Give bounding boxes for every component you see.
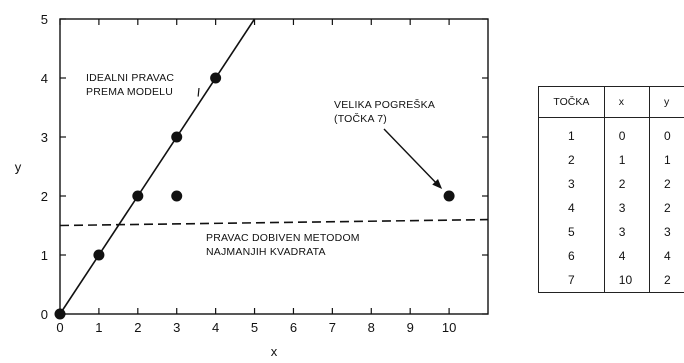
data-point [93, 249, 105, 261]
data-point [210, 72, 222, 84]
outlier-arrowhead [432, 179, 443, 189]
y-tick-label: 4 [41, 71, 48, 86]
data-points [54, 72, 455, 320]
table-header-row: TOČKA x y [538, 86, 684, 118]
x-tick-label: 10 [442, 320, 456, 335]
x-tick-label: 6 [290, 320, 297, 335]
x-axis-ticks: 0 1 2 3 4 5 6 7 8 9 10 [56, 19, 456, 335]
x-tick-label: 9 [407, 320, 414, 335]
x-tick-label: 7 [329, 320, 336, 335]
cell-point: 3 [538, 172, 605, 196]
points-table: TOČKA x y 1 0 0 2 1 1 3 2 2 4 3 2 5 3 3 [538, 86, 684, 293]
cell-point: 1 [538, 117, 605, 148]
annotation-ls-line-1: PRAVAC DOBIVEN METODOM [206, 232, 360, 244]
y-axis-title: y [15, 160, 22, 175]
annotation-outlier-1: VELIKA POGREŠKA [334, 98, 435, 111]
data-point [171, 131, 183, 143]
x-tick-label: 3 [173, 320, 180, 335]
col-header-y: y [649, 86, 684, 118]
data-point [171, 190, 183, 202]
cell-point: 7 [538, 268, 605, 293]
outlier-arrow [383, 128, 439, 186]
cell-y: 1 [664, 153, 671, 167]
ideal-line-leader [197, 87, 200, 97]
col-header-x: x [604, 86, 651, 118]
cell-y: 4 [664, 249, 671, 263]
y-tick-label: 3 [41, 130, 48, 145]
y-tick-label: 0 [41, 307, 48, 322]
chart-lines [59, 18, 489, 315]
cell-y: 2 [664, 177, 671, 191]
annotation-ideal-line-1: IDEALNI PRAVAC [86, 72, 174, 84]
least-squares-line [59, 218, 489, 227]
x-axis-title: x [271, 344, 278, 359]
plot-frame [59, 18, 489, 315]
cell-x: 0 [604, 117, 651, 148]
table-row: 6 4 4 [538, 244, 684, 268]
table-row: 1 0 0 [538, 117, 684, 148]
cell-x: 3 [604, 220, 651, 244]
x-tick-label: 2 [134, 320, 141, 335]
cell-x: 1 [604, 148, 651, 172]
cell-x: 3 [604, 196, 651, 220]
cell-point: 4 [538, 196, 605, 220]
annotation-ls-line-2: NAJMANJIH KVADRATA [206, 246, 326, 258]
x-tick-label: 0 [56, 320, 63, 335]
x-tick-label: 5 [251, 320, 258, 335]
table-row: 2 1 1 [538, 148, 684, 172]
data-point [443, 190, 455, 202]
chart-annotations: IDEALNI PRAVAC PREMA MODELU VELIKA POGRE… [86, 72, 443, 258]
table-row: 3 2 2 [538, 172, 684, 196]
cell-point: 6 [538, 244, 605, 268]
table-row: 5 3 3 [538, 220, 684, 244]
cell-y: 3 [664, 225, 671, 239]
annotation-outlier-2: (TOČKA 7) [334, 112, 387, 125]
x-tick-label: 4 [212, 320, 219, 335]
y-tick-label: 5 [41, 12, 48, 27]
plot-axes [59, 18, 489, 315]
y-tick-label: 1 [41, 248, 48, 263]
table-row: 7 10 2 [538, 268, 684, 293]
annotation-ideal-line-2: PREMA MODELU [86, 86, 173, 98]
scatter-chart: 0 1 2 3 4 5 6 7 8 9 10 0 1 2 3 4 5 x y IDEALNI PRAVAC P… [15, 12, 489, 359]
y-tick-label: 2 [41, 189, 48, 204]
ideal-line [59, 18, 256, 315]
cell-y: 2 [664, 201, 671, 215]
cell-y: 2 [664, 273, 671, 287]
col-header-point: TOČKA [538, 86, 605, 118]
x-tick-label: 8 [368, 320, 375, 335]
cell-point: 5 [538, 220, 605, 244]
cell-x: 2 [604, 172, 651, 196]
cell-x: 10 [604, 268, 651, 293]
cell-point: 2 [538, 148, 605, 172]
x-tick-label: 1 [95, 320, 102, 335]
cell-x: 4 [604, 244, 651, 268]
cell-y: 0 [664, 129, 671, 143]
data-point [132, 190, 144, 202]
data-point [54, 308, 66, 320]
table-row: 4 3 2 [538, 196, 684, 220]
